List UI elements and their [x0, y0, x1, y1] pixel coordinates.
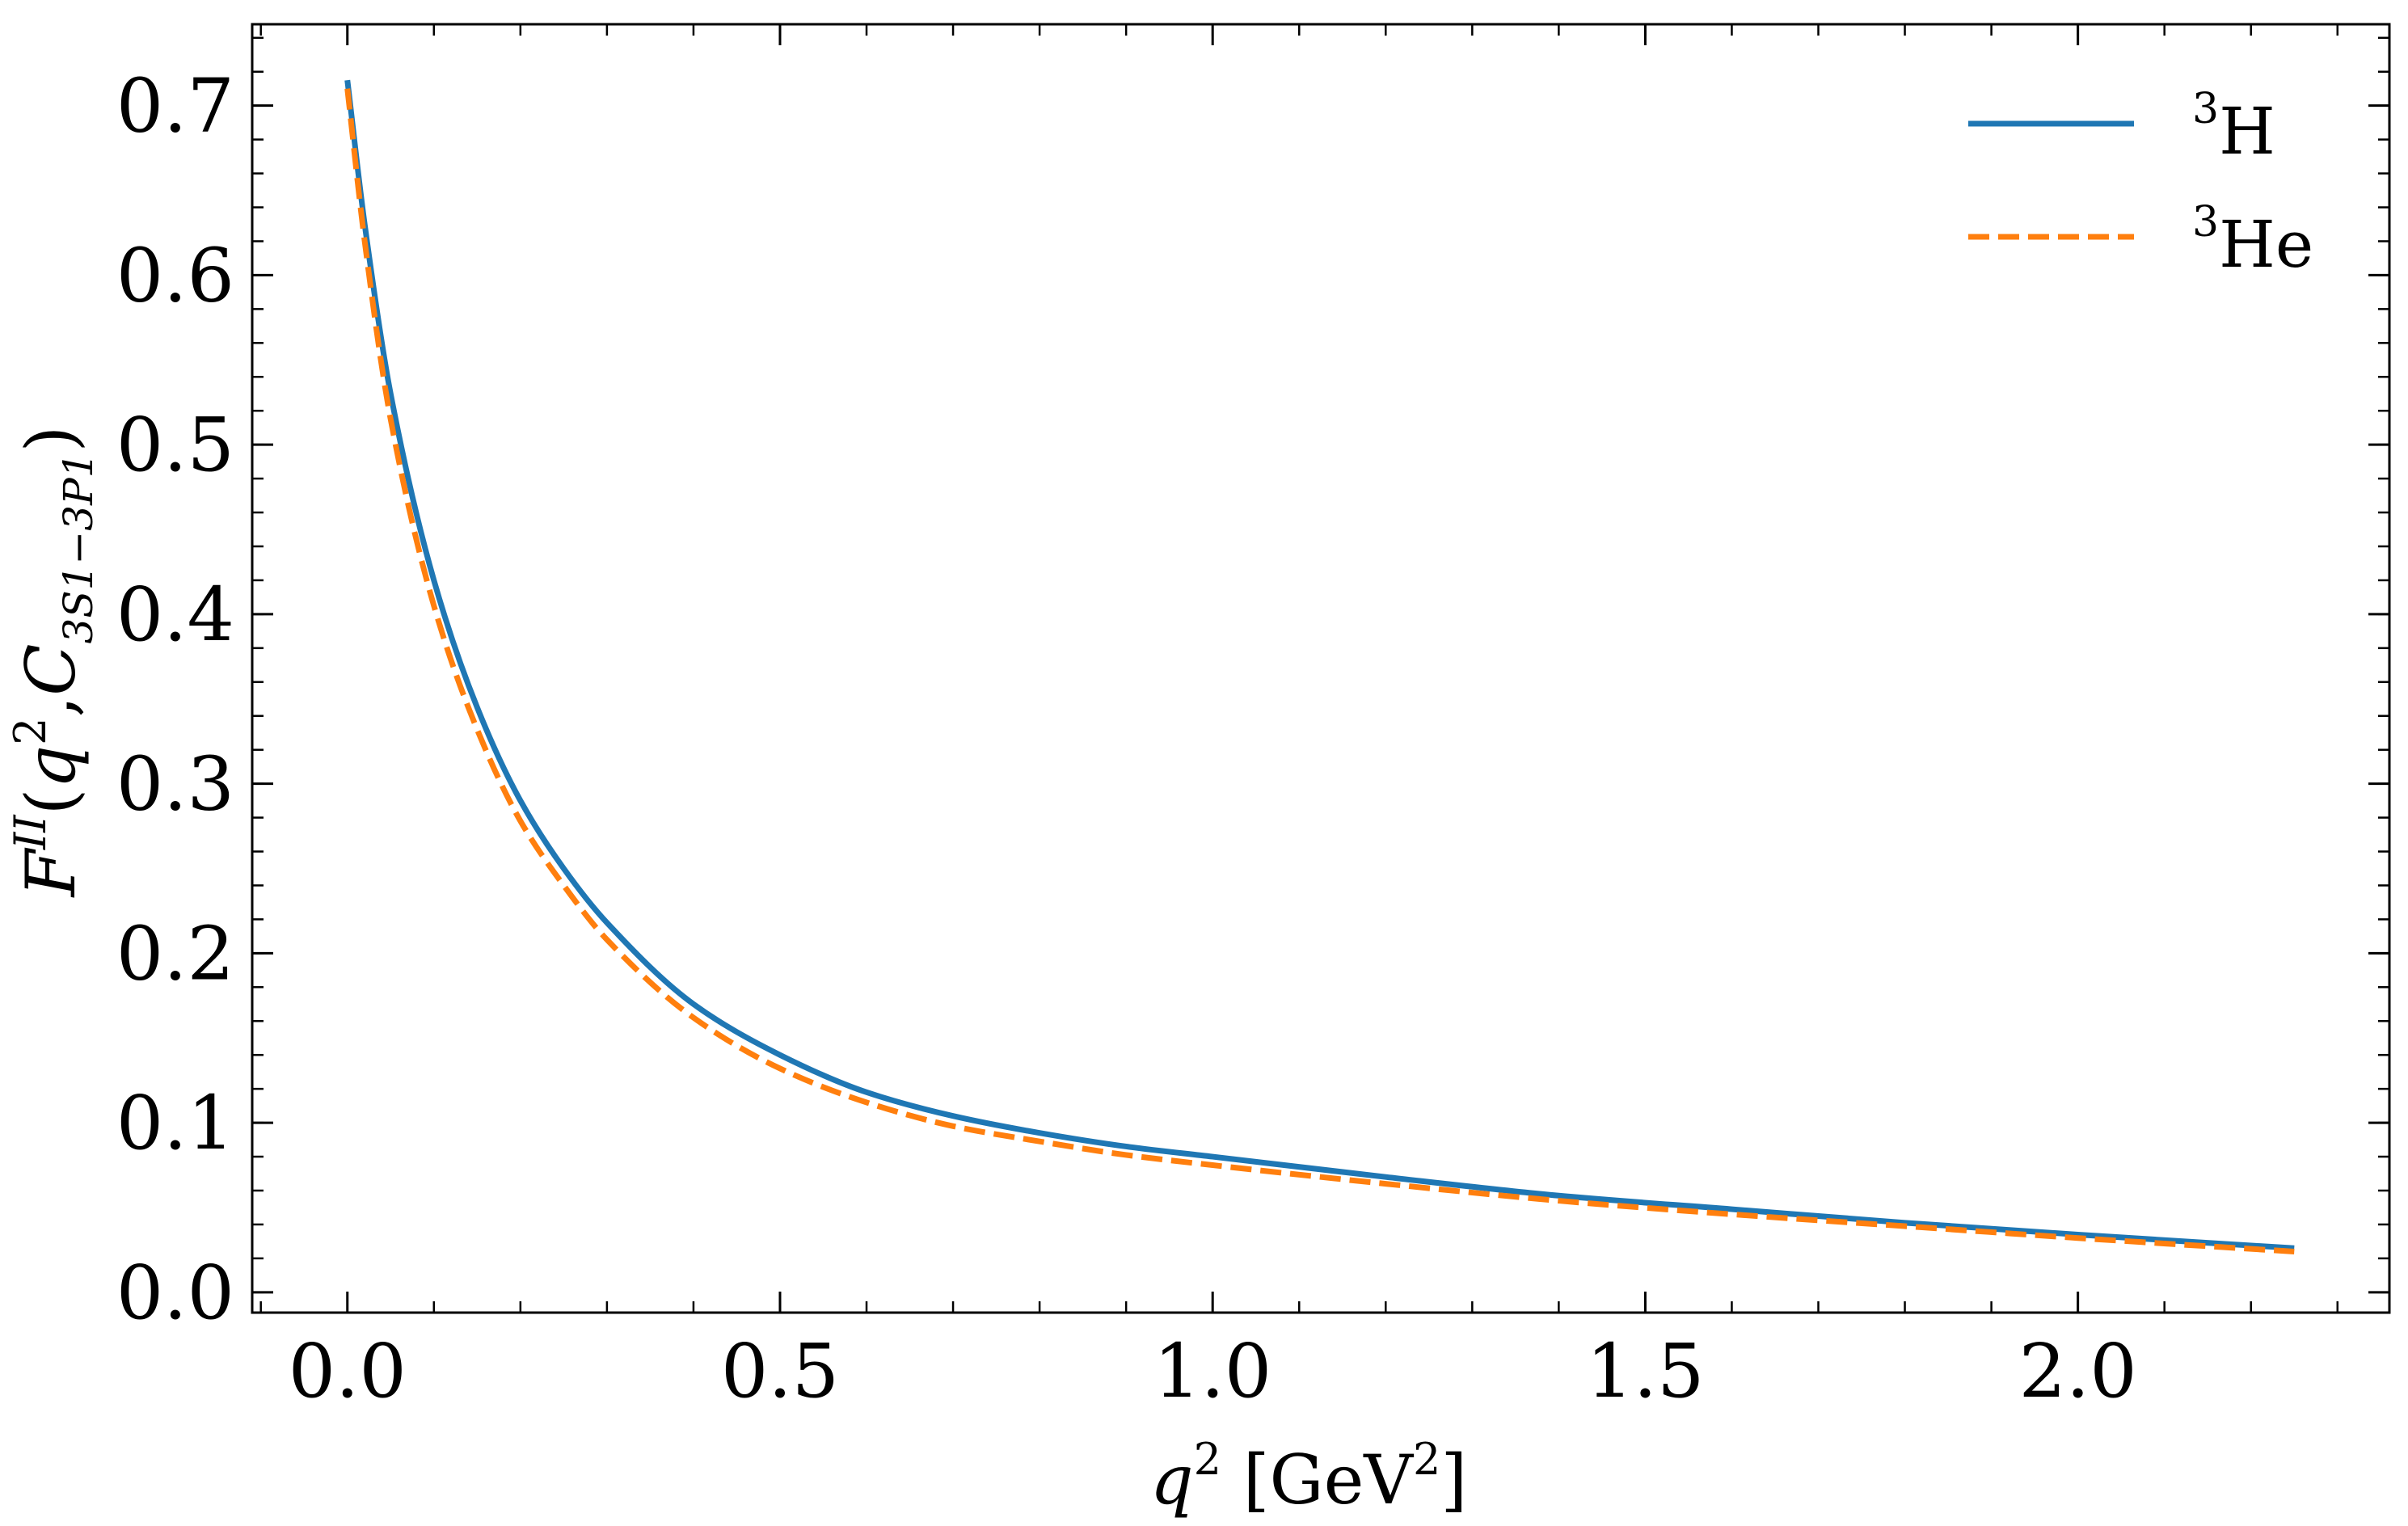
x-tick-label: 1.0: [1153, 1328, 1271, 1414]
minor-ticks: [252, 24, 2389, 1313]
x-axis-label-unit-close: ]: [1440, 1440, 1467, 1520]
y-tick-label: 0.7: [116, 63, 234, 150]
legend-label-3he: 3He: [2192, 198, 2313, 282]
x-tick-label: 2.0: [2018, 1328, 2136, 1414]
series-lines: [344, 79, 2295, 1254]
legend-label-3h-base: H: [2219, 94, 2275, 169]
y-axis-label-f: F: [11, 847, 91, 898]
y-tick-label: 0.4: [116, 571, 234, 658]
legend: 3H 3He: [1968, 85, 2313, 282]
legend-label-3h-sup: 3: [2192, 85, 2219, 133]
x-tick-labels: 0.0 0.5 1.0 1.5 2.0: [289, 1328, 2137, 1414]
y-axis-label-close: ): [11, 426, 91, 453]
series-line-3he: [344, 88, 2295, 1254]
y-tick-label: 0.1: [116, 1080, 234, 1166]
series-line-3h: [344, 79, 2295, 1251]
legend-label-3he-sup: 3: [2192, 198, 2219, 247]
y-tick-label: 0.3: [116, 741, 234, 828]
legend-label-3he-base: He: [2219, 207, 2313, 282]
x-tick-label: 1.5: [1586, 1328, 1704, 1414]
y-axis-label-f-sup: II: [5, 814, 56, 850]
legend-label-3h: 3H: [2192, 85, 2275, 169]
y-tick-label: 0.6: [116, 232, 234, 318]
x-axis-label: q2 [GeV2]: [1150, 1434, 1467, 1520]
y-axis-label-q: q: [11, 745, 91, 789]
y-axis-label-c-sub: 3S1−3P1: [55, 452, 102, 643]
y-axis-label-q-sup: 2: [5, 717, 56, 744]
y-tick-labels: 0.0 0.1 0.2 0.3 0.4 0.5 0.6 0.7: [116, 63, 234, 1336]
x-axis-label-var: q: [1150, 1440, 1194, 1520]
plot-area: [251, 23, 2391, 1314]
x-axis-label-unit-sup: 2: [1413, 1434, 1440, 1485]
y-tick-label: 0.5: [116, 402, 234, 488]
y-axis-label-open: (: [11, 789, 91, 816]
y-tick-label: 0.0: [116, 1250, 234, 1336]
x-tick-label: 0.5: [721, 1328, 839, 1414]
x-axis-label-unit-open: [GeV: [1221, 1440, 1414, 1520]
plot-border: [251, 23, 2391, 1314]
x-axis-label-var-sup: 2: [1194, 1434, 1221, 1485]
y-axis-label: FII(q2,C3S1−3P1): [5, 426, 102, 899]
y-axis-label-comma: ,: [11, 696, 91, 718]
y-tick-label: 0.2: [116, 910, 234, 997]
x-tick-label: 0.0: [289, 1328, 407, 1414]
y-axis-label-c: C: [11, 643, 91, 695]
major-ticks: [252, 24, 2389, 1313]
